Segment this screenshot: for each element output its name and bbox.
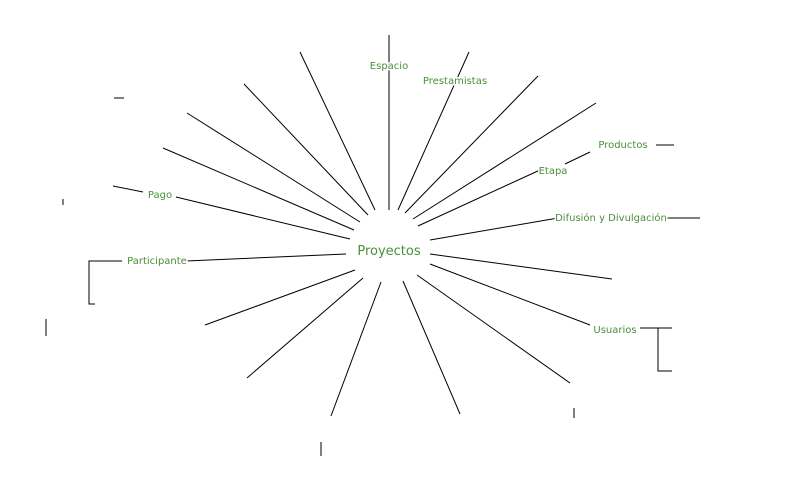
line-pago-left (112, 185, 144, 193)
connector-upper-left-1 (299, 51, 376, 211)
entity-label-etapa: Etapa (539, 166, 568, 177)
connector-difusion (429, 217, 559, 241)
connector-upper-left-2 (243, 83, 369, 216)
connector-lower-right-1 (416, 274, 571, 384)
connector-upper-left-3 (186, 112, 361, 223)
connector-lower-left-2 (246, 277, 364, 379)
entity-label-prestamistas: Prestamistas (423, 76, 487, 87)
connector-participante (185, 253, 347, 262)
attribute-lines (45, 97, 700, 456)
center-entity-label: Proyectos (357, 244, 421, 259)
connector-lower-left-3 (330, 281, 382, 417)
connector-lower-right-2 (402, 280, 461, 415)
entity-label-difusion: Difusión y Divulgación (555, 212, 667, 224)
relationship-lines (162, 35, 613, 417)
entity-labels: Proyectos Espacio Prestamistas Productos… (126, 60, 669, 338)
connector-right-lower-1 (429, 253, 613, 280)
bracket-usuarios-lower (657, 328, 672, 372)
connector-upper-right-2 (412, 102, 597, 220)
entity-label-usuarios: Usuarios (593, 325, 636, 336)
line-etapa-productos (564, 151, 591, 165)
bracket-participante (88, 260, 122, 305)
connector-left-1 (162, 147, 355, 231)
connector-upper-right-1 (404, 75, 539, 214)
entity-label-pago: Pago (148, 190, 172, 201)
connector-prestamistas (397, 51, 470, 211)
entity-label-espacio: Espacio (370, 61, 408, 72)
connector-usuarios (429, 263, 591, 326)
connector-pago (175, 196, 351, 240)
entity-label-participante: Participante (127, 256, 187, 267)
connector-etapa (417, 169, 541, 227)
entity-label-productos: Productos (598, 140, 647, 151)
connector-lower-left-1 (204, 269, 356, 326)
